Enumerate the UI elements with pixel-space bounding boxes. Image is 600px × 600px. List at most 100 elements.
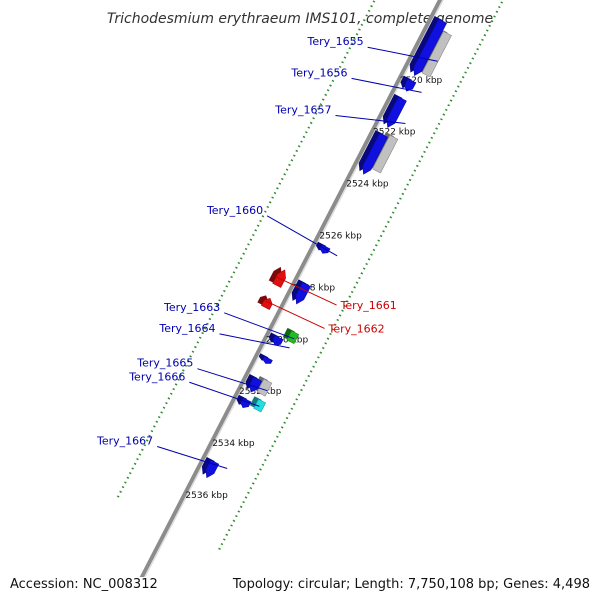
gc-tick-inner	[464, 71, 467, 74]
gc-tick-outer	[348, 47, 352, 50]
gc-tick-outer	[266, 205, 270, 209]
gc-tick-inner	[312, 365, 315, 368]
gc-tick-outer	[261, 215, 265, 218]
gene-feature-forward[interactable]	[268, 332, 284, 346]
gc-tick-outer	[198, 336, 202, 339]
gene-label[interactable]: Tery_1655	[306, 35, 363, 48]
gc-tick-inner	[290, 407, 294, 410]
gene-feature-reverse[interactable]	[257, 295, 273, 310]
gc-tick-inner	[384, 225, 388, 228]
gc-tick-inner	[452, 94, 455, 98]
gc-tick-outer	[249, 238, 253, 241]
gene-label[interactable]: Tery_1660	[206, 204, 263, 217]
gc-tick-outer	[208, 317, 212, 321]
gc-tick-outer	[218, 299, 221, 302]
gc-tick-outer	[121, 486, 125, 489]
gene-label[interactable]: Tery_1661	[340, 299, 397, 312]
gene-label[interactable]: Tery_1656	[290, 66, 347, 79]
gc-tick-outer	[239, 257, 243, 260]
gene-feature-forward[interactable]	[409, 16, 448, 77]
gc-tick-inner	[273, 440, 277, 443]
gene-feature-forward[interactable]	[258, 353, 273, 364]
gc-tick-outer	[227, 280, 231, 283]
gene-feature-cyan[interactable]	[249, 396, 267, 413]
gene-label[interactable]: Tery_1667	[96, 435, 153, 448]
gc-tick-inner	[314, 360, 318, 364]
gc-tick-inner	[415, 164, 419, 168]
gene-label[interactable]: Tery_1662	[328, 322, 385, 335]
gc-tick-inner	[408, 178, 412, 182]
gene-feature-body	[256, 378, 273, 397]
gc-tick-outer	[220, 294, 224, 297]
gc-tick-outer	[256, 224, 260, 227]
gc-tick-inner	[466, 66, 470, 70]
gc-tick-inner	[346, 300, 349, 303]
gene-feature-forward[interactable]	[382, 93, 407, 128]
gc-tick-outer	[307, 126, 311, 129]
gc-tick-inner	[360, 272, 364, 275]
gc-tick-inner	[493, 15, 496, 18]
gc-tick-outer	[331, 79, 335, 83]
gc-tick-outer	[174, 383, 178, 386]
gene-feature-forward[interactable]	[291, 279, 311, 305]
gc-tick-outer	[194, 345, 197, 349]
gc-tick-outer	[133, 462, 137, 465]
gc-tick-inner	[428, 141, 431, 144]
gene-label-leader	[219, 333, 290, 349]
gc-tick-inner	[324, 342, 327, 345]
gene-label[interactable]: Tery_1666	[128, 370, 185, 383]
gene-label[interactable]: Tery_1665	[136, 357, 193, 370]
tick-label: 2524 kbp	[346, 180, 389, 190]
gene-feature-body	[260, 298, 273, 310]
gc-tick-outer	[225, 285, 229, 288]
gc-tick-outer	[346, 51, 349, 55]
gc-tick-inner	[449, 99, 453, 102]
gc-tick-outer	[302, 135, 306, 139]
gc-tick-outer	[360, 23, 364, 27]
gene-feature-green[interactable]	[282, 327, 300, 345]
gc-tick-outer	[293, 154, 296, 157]
gene-label-leader	[351, 77, 422, 93]
gc-tick-outer	[288, 163, 291, 167]
gc-tick-outer	[273, 191, 277, 195]
gene-label[interactable]: Tery_1664	[158, 322, 215, 335]
gene-feature-body	[272, 335, 284, 346]
gene-label-leader	[367, 46, 438, 62]
gene-label[interactable]: Tery_1657	[274, 103, 331, 116]
gc-tick-inner	[353, 286, 356, 289]
gc-tick-outer	[326, 89, 330, 92]
gc-tick-outer	[189, 355, 192, 358]
gc-tick-outer	[244, 247, 248, 251]
gc-tick-inner	[292, 402, 296, 406]
gc-tick-inner	[295, 398, 298, 401]
gc-tick-outer	[201, 331, 204, 335]
gc-tick-inner	[374, 244, 378, 247]
gc-tick-outer	[336, 70, 340, 73]
gc-tick-inner	[222, 538, 226, 541]
gene-feature-body	[386, 96, 407, 128]
gc-tick-outer	[136, 457, 139, 461]
gc-tick-inner	[469, 62, 472, 65]
gc-tick-inner	[483, 34, 487, 37]
gene-feature-body	[413, 18, 448, 77]
gc-tick-outer	[355, 33, 359, 36]
gc-tick-outer	[280, 177, 284, 181]
gc-tick-outer	[157, 415, 161, 419]
gc-tick-outer	[271, 196, 274, 199]
gc-tick-inner	[317, 356, 320, 359]
gene-feature-forward[interactable]	[358, 130, 389, 175]
gc-tick-outer	[334, 75, 337, 78]
gc-tick-outer	[131, 467, 134, 470]
gc-tick-inner	[382, 230, 385, 233]
gc-tick-outer	[141, 448, 144, 451]
gc-tick-inner	[481, 38, 484, 41]
gene-feature-forward[interactable]	[400, 75, 417, 92]
gene-label[interactable]: Tery_1663	[163, 301, 220, 314]
gc-tick-outer	[124, 481, 127, 484]
gc-tick-outer	[329, 84, 332, 87]
gene-feature-body	[295, 281, 311, 305]
gc-tick-outer	[264, 210, 267, 213]
gc-tick-outer	[350, 42, 354, 45]
gc-tick-outer	[153, 425, 156, 428]
gc-tick-inner	[338, 314, 342, 317]
